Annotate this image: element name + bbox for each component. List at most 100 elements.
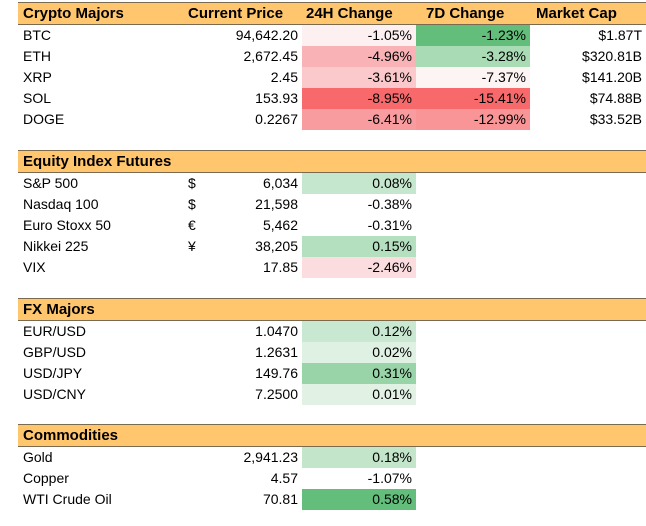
commodities-section: Commodities Gold 2,941.23 0.18% Copper 4.57-… xyxy=(18,424,646,510)
instrument-name: GBP/USD xyxy=(23,344,87,360)
change-24h: -1.07% xyxy=(302,468,416,489)
fx-header-row: FX Majors xyxy=(18,298,646,321)
instrument-name: Copper xyxy=(23,470,69,486)
change-24h: 0.31% xyxy=(302,363,416,384)
current-price: 0.2267 xyxy=(255,111,298,127)
commodities-row: WTI Crude Oil 70.81 0.58% xyxy=(18,489,646,510)
change-24h: 0.08% xyxy=(302,173,416,194)
change-24h: 0.02% xyxy=(302,342,416,363)
change-7d: -7.37% xyxy=(416,67,530,88)
equity-row: Nikkei 225 ¥38,205 0.15% xyxy=(18,236,646,257)
asset-name: BTC xyxy=(23,27,51,43)
commodities-rows: Gold 2,941.23 0.18% Copper 4.57 -1.07% WTI Cru… xyxy=(18,447,646,510)
currency-symbol: € xyxy=(188,217,196,233)
market-cap: $141.20B xyxy=(582,69,642,85)
instrument-name: USD/CNY xyxy=(23,386,87,402)
crypto-row: BTC 94,642.20 -1.05% -1.23% $1.87T xyxy=(18,25,646,46)
equity-rows: S&P 500 $6,034 0.08% Nasdaq 100 $21,598 -0.38… xyxy=(18,173,646,278)
instrument-name: WTI Crude Oil xyxy=(23,491,112,507)
change-24h: -3.61% xyxy=(302,67,416,88)
crypto-header-mcap: Market Cap xyxy=(536,5,617,22)
fx-row: USD/CNY 7.2500 0.01% xyxy=(18,384,646,405)
currency-symbol: $ xyxy=(188,175,196,191)
crypto-row: SOL 153.93 -8.95% -15.41% $74.88B xyxy=(18,88,646,109)
crypto-header-7d: 7D Change xyxy=(426,5,505,22)
asset-name: ETH xyxy=(23,48,51,64)
change-24h: 0.58% xyxy=(302,489,416,510)
fx-row: USD/JPY 149.76 0.31% xyxy=(18,363,646,384)
instrument-price: 7.2500 xyxy=(255,386,298,402)
index-price: 38,205 xyxy=(255,238,298,254)
change-7d: -15.41% xyxy=(416,88,530,109)
change-24h: -0.31% xyxy=(302,215,416,236)
change-24h: -1.05% xyxy=(302,25,416,46)
crypto-header-price: Current Price xyxy=(188,5,284,22)
equity-row: Euro Stoxx 50 €5,462 -0.31% xyxy=(18,215,646,236)
instrument-price: 2,941.23 xyxy=(243,449,299,465)
index-name: Nasdaq 100 xyxy=(23,196,99,212)
change-7d: -3.28% xyxy=(416,46,530,67)
change-24h: 0.18% xyxy=(302,447,416,468)
crypto-rows: BTC 94,642.20 -1.05% -1.23% $1.87T ETH 2,672.4… xyxy=(18,25,646,130)
change-24h: 0.12% xyxy=(302,321,416,342)
change-24h: 0.15% xyxy=(302,236,416,257)
index-price: 21,598 xyxy=(255,196,298,212)
asset-name: SOL xyxy=(23,90,52,106)
index-price: 17.85 xyxy=(262,259,298,275)
currency-symbol: $ xyxy=(188,196,196,212)
fx-row: GBP/USD 1.2631 0.02% xyxy=(18,342,646,363)
index-name: Euro Stoxx 50 xyxy=(23,217,111,233)
currency-symbol xyxy=(188,257,208,278)
fx-header-name: FX Majors xyxy=(23,301,95,318)
crypto-row: XRP 2.45 -3.61% -7.37% $141.20B xyxy=(18,67,646,88)
instrument-price: 1.2631 xyxy=(255,344,298,360)
equity-header-row: Equity Index Futures xyxy=(18,150,646,173)
instrument-price: 70.81 xyxy=(262,491,298,507)
fx-section: FX Majors EUR/USD 1.0470 0.12% GBP/USD 1.263… xyxy=(18,298,646,405)
equity-row: S&P 500 $6,034 0.08% xyxy=(18,173,646,194)
commodities-header-name: Commodities xyxy=(23,427,119,444)
current-price: 94,642.20 xyxy=(235,27,298,43)
crypto-header-24h: 24H Change xyxy=(306,5,393,22)
equity-row: VIX 17.85 -2.46% xyxy=(18,257,646,278)
equity-section: Equity Index Futures S&P 500 $6,034 0.08% N… xyxy=(18,150,646,278)
fx-rows: EUR/USD 1.0470 0.12% GBP/USD 1.2631 0.02% USD/… xyxy=(18,321,646,405)
current-price: 153.93 xyxy=(255,90,298,106)
instrument-name: EUR/USD xyxy=(23,323,87,339)
asset-name: XRP xyxy=(23,69,52,85)
current-price: 2,672.45 xyxy=(243,48,299,64)
crypto-header-name: Crypto Majors xyxy=(23,5,124,22)
change-24h: -2.46% xyxy=(302,257,416,278)
fx-row: EUR/USD 1.0470 0.12% xyxy=(18,321,646,342)
index-name: S&P 500 xyxy=(23,175,79,191)
instrument-price: 1.0470 xyxy=(255,323,298,339)
change-24h: -4.96% xyxy=(302,46,416,67)
crypto-row: DOGE 0.2267 -6.41% -12.99% $33.52B xyxy=(18,109,646,130)
crypto-section: Crypto Majors Current Price 24H Change 7… xyxy=(18,2,646,130)
market-cap: $33.52B xyxy=(589,111,642,127)
market-cap: $1.87T xyxy=(598,27,642,43)
market-cap: $320.81B xyxy=(582,48,642,64)
index-price: 5,462 xyxy=(262,217,298,233)
instrument-name: USD/JPY xyxy=(23,365,83,381)
asset-name: DOGE xyxy=(23,111,65,127)
instrument-price: 149.76 xyxy=(255,365,298,381)
commodities-row: Copper 4.57 -1.07% xyxy=(18,468,646,489)
commodities-header-row: Commodities xyxy=(18,424,646,447)
equity-header-name: Equity Index Futures xyxy=(23,153,172,170)
change-7d: -12.99% xyxy=(416,109,530,130)
change-24h: -8.95% xyxy=(302,88,416,109)
index-name: VIX xyxy=(23,259,46,275)
instrument-price: 4.57 xyxy=(270,470,298,486)
change-24h: -6.41% xyxy=(302,109,416,130)
crypto-row: ETH 2,672.45 -4.96% -3.28% $320.81B xyxy=(18,46,646,67)
index-name: Nikkei 225 xyxy=(23,238,89,254)
change-24h: -0.38% xyxy=(302,194,416,215)
index-price: 6,034 xyxy=(262,175,298,191)
current-price: 2.45 xyxy=(270,69,298,85)
instrument-name: Gold xyxy=(23,449,53,465)
change-24h: 0.01% xyxy=(302,384,416,405)
crypto-header-row: Crypto Majors Current Price 24H Change 7… xyxy=(18,2,646,25)
commodities-row: Gold 2,941.23 0.18% xyxy=(18,447,646,468)
